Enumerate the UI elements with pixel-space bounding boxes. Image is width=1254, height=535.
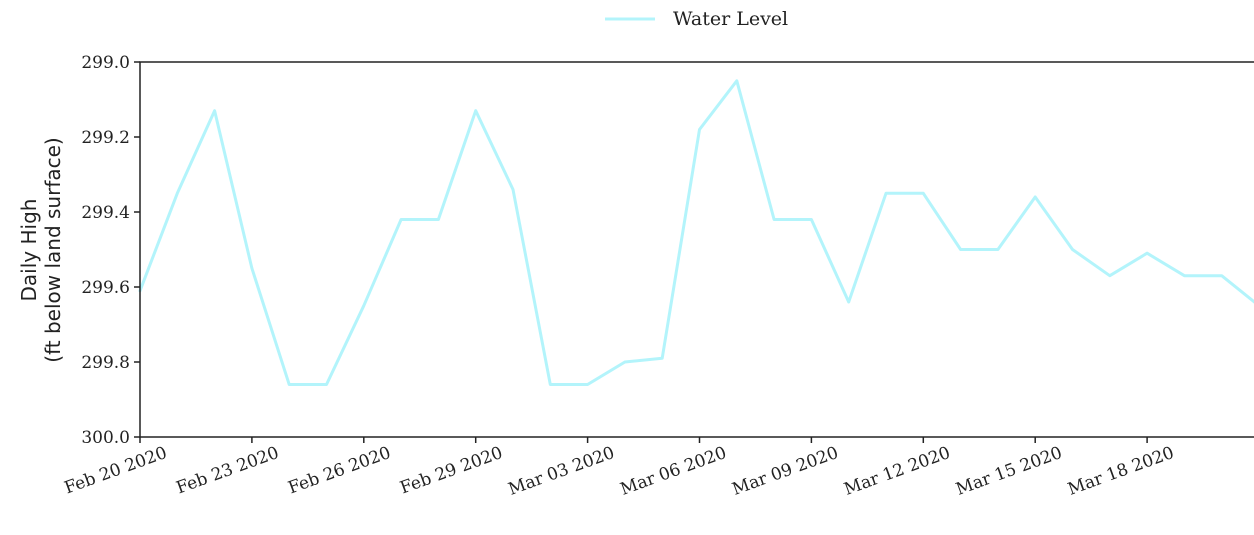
data-point: [1034, 195, 1037, 199]
data-point: [884, 192, 888, 195]
data-point: [996, 248, 1000, 251]
y-axis-title-line-1: Daily High: [17, 199, 41, 302]
data-point: [810, 218, 813, 221]
legend: Water Level: [605, 8, 788, 30]
data-point: [1071, 248, 1074, 251]
data-point: [922, 192, 925, 195]
x-tick-label: Feb 29 2020: [398, 443, 506, 499]
y-tick-label: 299.4: [81, 203, 130, 223]
data-point: [325, 383, 328, 386]
series-line-water-level: [138, 79, 1254, 386]
data-point: [362, 304, 365, 307]
data-point: [735, 79, 738, 83]
data-point: [586, 383, 589, 386]
data-point: [1183, 274, 1186, 277]
data-point: [511, 188, 515, 191]
x-tick-label: Feb 26 2020: [286, 443, 394, 499]
y-tick-label: 299.0: [81, 53, 130, 73]
data-point: [176, 192, 179, 195]
y-axis-ticks: 299.0 299.2 299.4 299.6 299.8 300.0: [81, 53, 140, 448]
legend-label-water-level: Water Level: [673, 8, 788, 30]
x-tick-label: Feb 23 2020: [174, 443, 282, 499]
y-tick-label: 300.0: [81, 428, 130, 448]
y-tick-label: 299.6: [81, 278, 130, 298]
data-point: [661, 357, 664, 360]
data-point: [847, 300, 850, 304]
x-tick-label: Mar 06 2020: [618, 443, 729, 500]
y-axis-title-line-2: (ft below land surface): [41, 137, 65, 362]
y-axis-title: Daily High (ft below land surface): [17, 137, 65, 362]
x-tick-label: Feb 20 2020: [62, 443, 170, 499]
y-tick-label: 299.2: [81, 128, 130, 148]
data-point: [399, 218, 403, 221]
plot-frame: [139, 61, 1254, 438]
y-tick-label: 299.8: [81, 353, 130, 373]
data-point: [437, 218, 440, 221]
data-point: [1108, 274, 1112, 277]
data-point: [250, 267, 254, 270]
data-point: [1220, 274, 1223, 277]
data-point: [959, 248, 962, 251]
x-axis-ticks: Feb 20 2020 Feb 23 2020 Feb 26 2020 Feb 29 …: [62, 437, 1177, 500]
data-point: [213, 109, 216, 112]
data-point: [623, 360, 627, 364]
data-point: [288, 383, 291, 386]
data-point: [549, 383, 552, 386]
x-tick-label: Mar 09 2020: [730, 443, 841, 500]
x-tick-label: Mar 15 2020: [953, 443, 1064, 500]
x-tick-label: Mar 12 2020: [842, 443, 953, 500]
data-point: [698, 128, 701, 131]
series-layer: [138, 79, 1254, 386]
x-tick-label: Mar 18 2020: [1065, 443, 1176, 500]
data-point: [1145, 252, 1149, 255]
data-point: [772, 218, 776, 221]
data-point: [474, 109, 477, 112]
x-tick-label: Mar 03 2020: [506, 443, 617, 500]
